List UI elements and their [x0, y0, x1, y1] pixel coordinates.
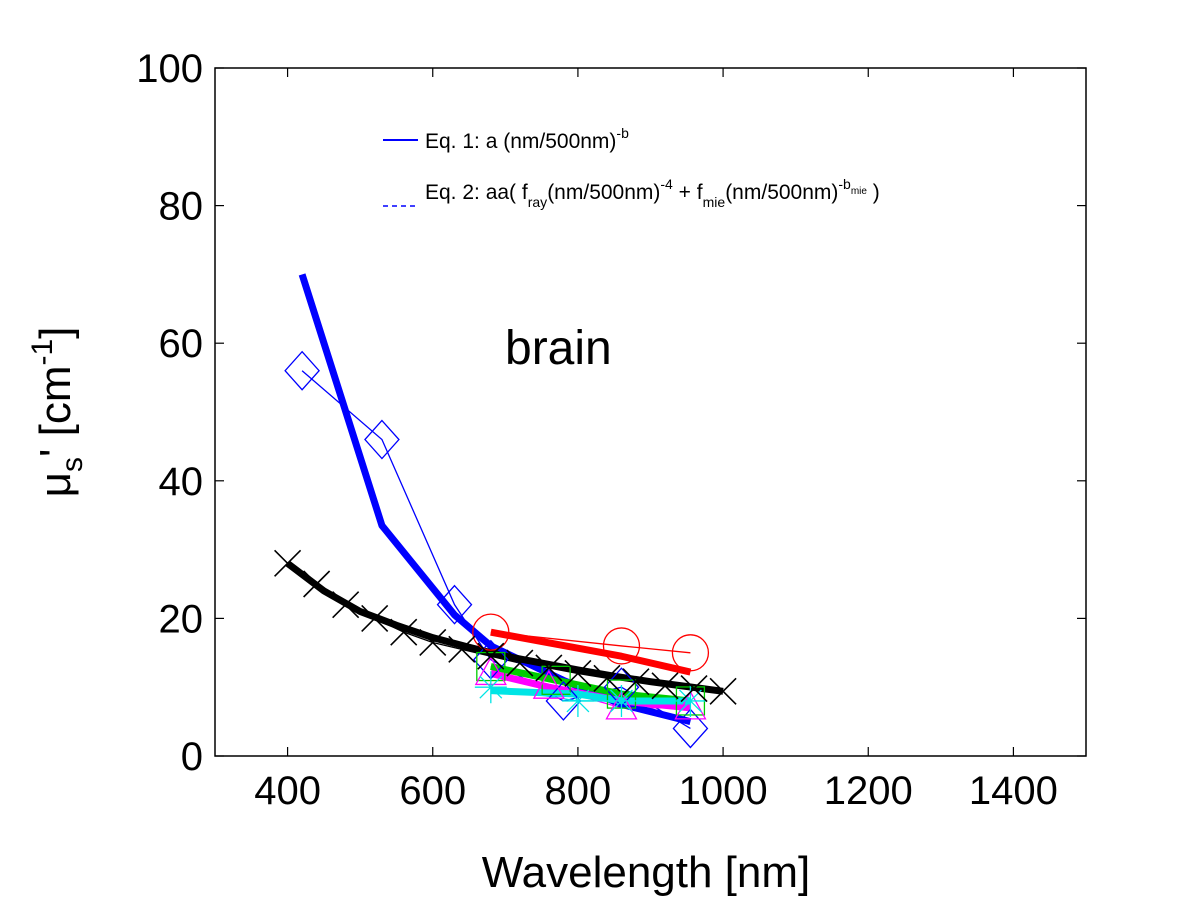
data-point: [477, 642, 505, 670]
legend-eq2: Eq. 2: aa( fray(nm/500nm)-4 + fmie(nm/50…: [425, 176, 880, 210]
data-point: [651, 672, 679, 700]
y-axis-sub: s: [56, 457, 89, 472]
annotation-brain: brain: [505, 322, 612, 375]
data-point: [709, 677, 737, 705]
data-point: [303, 570, 331, 598]
legend-eq1-sup: -b: [616, 125, 629, 141]
data-point: [506, 649, 534, 677]
legend-eq2-p5: ): [867, 181, 880, 204]
y-axis-mu: μ: [31, 472, 80, 497]
data-point: [361, 604, 389, 632]
y-tick-label: 40: [159, 460, 204, 504]
data-point: [593, 664, 621, 692]
data-point: [680, 675, 708, 703]
data-point: [332, 591, 360, 619]
y-tick-label: 60: [159, 322, 204, 366]
legend: Eq. 1: a (nm/500nm)-b Eq. 2: aa( fray(nm…: [383, 125, 880, 210]
data-point: [472, 613, 510, 651]
data-point: [672, 708, 709, 749]
series-fit-1: [490, 628, 692, 676]
legend-eq2-sub2: mie: [703, 194, 726, 210]
data-point: [448, 635, 476, 663]
x-tick-label: 1000: [679, 769, 768, 813]
series-layer: [274, 273, 737, 749]
x-tick-label: 800: [545, 769, 612, 813]
legend-eq2-p3: + f: [673, 181, 703, 204]
data-point: [532, 669, 565, 699]
y-tick-label: 0: [181, 735, 203, 779]
data-point: [602, 627, 641, 665]
series-fit-4: [490, 687, 691, 705]
y-tick-label: 20: [159, 597, 204, 641]
x-tick-label: 1400: [969, 769, 1058, 813]
y-axis-title: μs' [cm-1]: [26, 327, 89, 498]
data-point: [436, 584, 473, 625]
series-markers-1: [472, 613, 710, 672]
data-point: [674, 684, 707, 717]
x-axis-title: Wavelength [nm]: [482, 848, 811, 897]
plot-area: [214, 67, 1087, 757]
legend-eq1: Eq. 1: a (nm/500nm)-b: [425, 125, 629, 153]
data-point: [605, 690, 638, 720]
x-tick-label: 400: [254, 769, 321, 813]
x-tick-label: 600: [399, 769, 466, 813]
legend-eq2-p2: (nm/500nm): [547, 181, 660, 204]
data-point: [605, 684, 638, 717]
data-point: [364, 419, 400, 460]
legend-eq2-sup1: -4: [660, 176, 673, 192]
legend-eq1-text: Eq. 1: a (nm/500nm): [425, 130, 616, 153]
legend-eq2-sub1: ray: [528, 194, 547, 210]
series-markers-4: [474, 671, 707, 717]
data-point: [535, 654, 563, 682]
data-point: [561, 684, 594, 717]
data-point: [474, 671, 507, 704]
data-point: [419, 628, 447, 657]
series-fit-line: [490, 687, 691, 705]
y-axis-mid: ' [cm: [31, 366, 80, 458]
axis-ticks: 400 600 800 1000 1200 1400 0 20 40 60 80 100: [136, 47, 1086, 813]
data-point: [284, 350, 320, 391]
data-point: [390, 618, 418, 646]
data-point: [671, 634, 710, 672]
data-point: [622, 668, 650, 696]
legend-eq2-sup2sub: mie: [851, 186, 868, 197]
y-tick-label: 100: [136, 47, 203, 91]
data-point: [674, 690, 707, 720]
y-axis-sup: -1: [26, 339, 59, 366]
data-point: [564, 659, 592, 688]
legend-eq2-p1: Eq. 2: aa( f: [425, 181, 528, 204]
series-fit-line: [490, 628, 692, 676]
y-axis-end: ]: [31, 327, 80, 339]
y-tick-label: 80: [159, 185, 204, 229]
data-point: [274, 549, 302, 577]
legend-eq2-p4: (nm/500nm): [725, 181, 838, 204]
legend-eq2-sup2: -b: [838, 176, 851, 192]
series-markers-5: [274, 549, 737, 705]
x-tick-label: 1200: [824, 769, 913, 813]
